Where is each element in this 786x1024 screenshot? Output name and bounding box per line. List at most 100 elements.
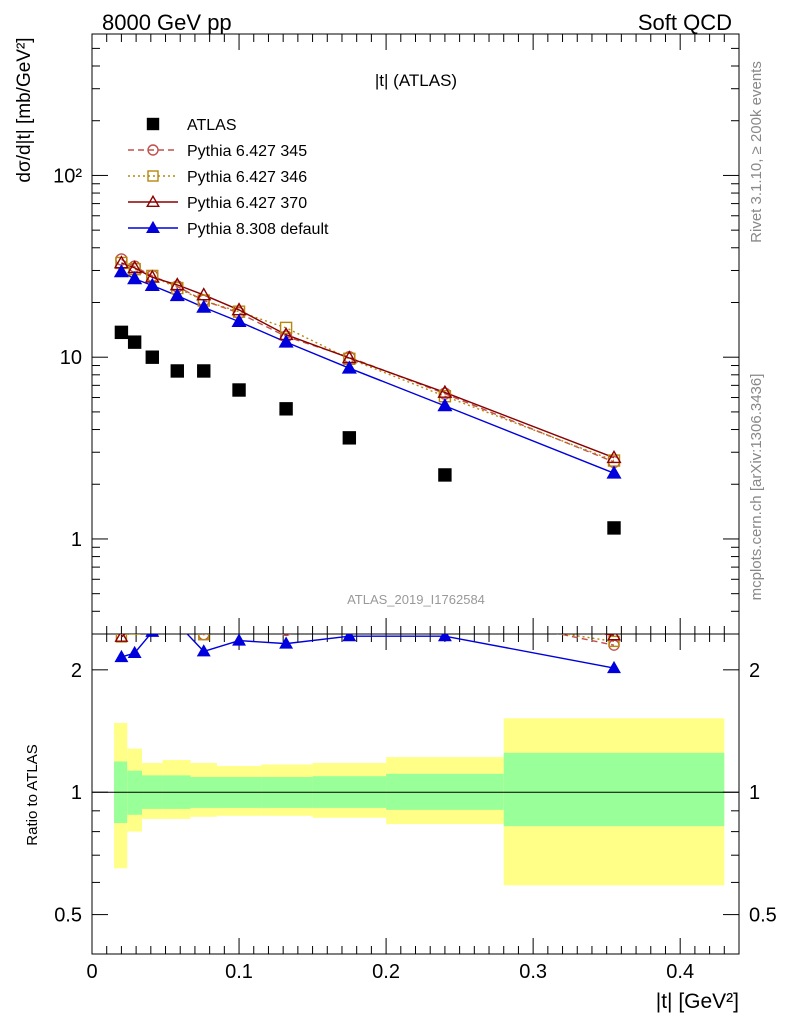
ratio-data-point	[607, 660, 621, 674]
ratio-data-point	[198, 634, 210, 641]
ratio-data-point	[280, 620, 292, 630]
main-y-tick-label: 10	[60, 347, 82, 369]
main-data-point	[144, 277, 160, 291]
ratio-y-tick-label: 1	[71, 782, 82, 804]
main-y-tick-label: 10²	[53, 165, 82, 187]
x-tick-label: 0.4	[666, 961, 694, 983]
ratio-data-point	[147, 605, 157, 615]
ratio-y-axis-label: Ratio to ATLAS	[24, 744, 41, 845]
main-data-point	[114, 325, 129, 340]
x-tick-label: 0.3	[519, 961, 547, 983]
main-series-line	[121, 271, 615, 474]
main-data-point	[127, 335, 142, 349]
main-data-point	[113, 264, 129, 278]
ratio-data-point	[147, 608, 159, 618]
main-series-line	[121, 262, 615, 459]
main-data-point	[127, 271, 143, 285]
legend-label: Pythia 6.427 346	[187, 169, 307, 186]
main-data-point	[145, 350, 159, 364]
ratio-data-point	[233, 607, 245, 617]
ratio-data-point	[607, 634, 621, 641]
legend-marker	[146, 220, 160, 234]
ratio-y-tick-label-right: 0.5	[749, 905, 777, 927]
ratio-data-point	[279, 636, 294, 649]
ratio-data-point	[127, 645, 142, 659]
ratio-y-tick-label-right: 1	[749, 782, 760, 804]
ratio-series-markers	[114, 594, 621, 674]
ratio-data-point	[344, 611, 354, 621]
main-data-point	[197, 364, 211, 378]
main-series-line	[121, 262, 615, 462]
legend-label: Pythia 6.427 345	[187, 143, 307, 160]
x-axis-label: |t| [GeV²]	[656, 990, 739, 1013]
ratio-series-lines	[120, 634, 615, 669]
main-data-point	[437, 384, 453, 398]
main-data-point	[169, 287, 185, 302]
x-tick-label: 0.1	[225, 961, 253, 983]
main-ticks	[91, 33, 740, 635]
main-data-point	[232, 383, 246, 397]
x-tick-labels: 0 0.1 0.2 0.3 0.4	[86, 961, 694, 983]
main-data-point	[231, 313, 247, 328]
ratio-data-point	[172, 599, 182, 609]
ratio-data-point	[342, 634, 357, 642]
main-data-point	[342, 431, 357, 445]
mcplots-label: mcplots.cern.ch [arXiv:1306.3436]	[748, 374, 765, 601]
ratio-data-point	[172, 594, 184, 604]
main-data-point	[607, 521, 621, 535]
ratio-data-point	[608, 635, 620, 648]
ratio-data-point	[196, 644, 211, 657]
header-left: 8000 GeV pp	[102, 10, 232, 35]
legend-marker	[147, 170, 159, 182]
ratio-data-point	[281, 606, 291, 616]
main-series-lines	[121, 258, 615, 474]
ratio-data-point	[147, 605, 157, 615]
main-y-axis-label: dσ/d|t| [mb/GeV²]	[14, 37, 35, 182]
legend-label: Pythia 6.427 370	[187, 195, 307, 212]
ratio-y-tick-label: 0.5	[54, 905, 82, 927]
legend-marker	[146, 194, 160, 208]
legend-marker	[147, 144, 159, 156]
main-data-point	[278, 334, 294, 348]
ratio-data-point	[281, 634, 291, 637]
ratio-data-point	[130, 619, 140, 629]
main-panel: 1 10 10² |t| (ATLAS) ATLAS_2019_I1762584 d…	[14, 33, 740, 635]
main-data-point	[196, 299, 212, 313]
ratio-uncertainty-bands	[114, 718, 725, 886]
ratio-panel: 0.5 0.51 12 2 0 0.1 0.2 0.3 0.4 Ratio to ATLAS …	[24, 594, 777, 1013]
main-series-line	[121, 258, 615, 463]
main-data-point	[279, 321, 293, 335]
ratio-data-point	[344, 608, 356, 618]
ratio-data-point	[232, 634, 247, 646]
x-tick-label: 0	[86, 961, 97, 983]
ratio-y-tick-label: 2	[71, 660, 82, 682]
ratio-data-point	[172, 618, 184, 628]
main-series-markers	[113, 253, 622, 535]
legend-label: Pythia 8.308 default	[187, 221, 329, 238]
rivet-label: Rivet 3.1.10, ≥ 200k events	[748, 61, 765, 243]
ratio-y-tick-label-right: 2	[749, 660, 760, 682]
main-data-point	[438, 468, 452, 482]
ratio-data-point	[344, 607, 354, 617]
main-y-tick-labels: 1 10 10²	[53, 165, 82, 551]
ratio-data-point	[145, 634, 160, 637]
ratio-data-point	[437, 634, 452, 642]
ratio-data-point	[128, 634, 141, 635]
ratio-data-point	[440, 611, 450, 621]
inner-band	[503, 752, 725, 827]
main-data-point	[279, 402, 293, 416]
legend-marker	[146, 117, 160, 131]
main-data-point	[606, 465, 622, 479]
ratio-data-point	[114, 649, 129, 663]
ratio-data-point	[172, 602, 182, 612]
ratio-data-point	[114, 634, 129, 642]
ratio-data-point	[198, 616, 210, 626]
ratio-data-point	[129, 620, 141, 630]
ratio-series-line	[121, 634, 615, 669]
ratio-y-tick-labels: 0.5 0.5 1 1 2 2	[54, 660, 777, 927]
header-right: Soft QCD	[638, 10, 732, 35]
legend-label: ATLAS	[187, 117, 237, 134]
main-data-point	[606, 449, 622, 464]
main-data-point	[341, 360, 357, 374]
